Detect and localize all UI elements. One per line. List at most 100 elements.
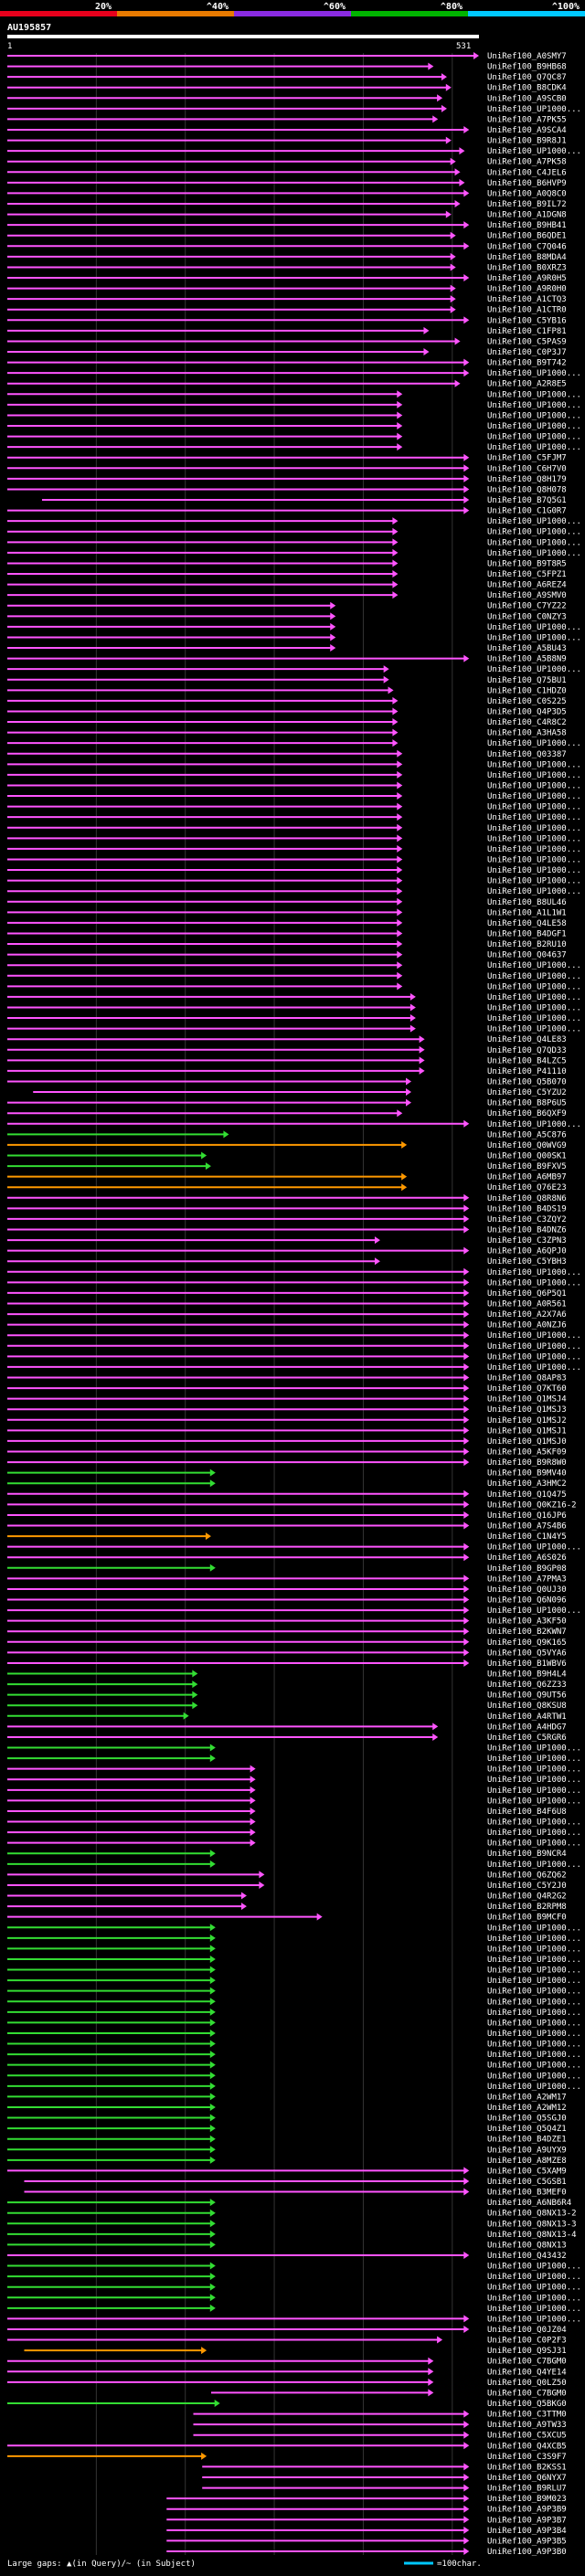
- hit-row[interactable]: UniRef100_B4LZC5: [7, 1056, 567, 1065]
- hit-label[interactable]: UniRef100_UP1000...: [487, 538, 581, 547]
- hit-label[interactable]: UniRef100_Q1Q475: [487, 1490, 567, 1500]
- hit-label[interactable]: UniRef100_C0S225: [487, 697, 567, 706]
- hit-label[interactable]: UniRef100_UP1000...: [487, 982, 581, 991]
- hit-label[interactable]: UniRef100_B9MV40: [487, 1469, 567, 1479]
- hit-row[interactable]: UniRef100_Q75BU1: [7, 675, 567, 685]
- hit-row[interactable]: UniRef100_B1WBV6: [7, 1659, 567, 1669]
- hit-label[interactable]: UniRef100_Q0UJ30: [487, 1585, 567, 1595]
- hit-row[interactable]: UniRef100_Q43432: [7, 2251, 567, 2261]
- hit-row[interactable]: UniRef100_UP1000...: [7, 813, 581, 822]
- hit-label[interactable]: UniRef100_A6REZ4: [487, 581, 567, 590]
- hit-label[interactable]: UniRef100_Q8H179: [487, 475, 567, 484]
- hit-label[interactable]: UniRef100_A7PMA3: [487, 1574, 567, 1584]
- hit-label[interactable]: UniRef100_A7PK55: [487, 115, 567, 124]
- hit-label[interactable]: UniRef100_A9SCA4: [487, 126, 567, 135]
- hit-row[interactable]: UniRef100_A2WM17: [7, 2093, 567, 2102]
- hit-row[interactable]: UniRef100_C5YBH3: [7, 1257, 567, 1267]
- hit-label[interactable]: UniRef100_Q75BU1: [487, 676, 567, 685]
- hit-row[interactable]: UniRef100_UP1000...: [7, 1966, 581, 1976]
- hit-row[interactable]: UniRef100_UP1000...: [7, 1744, 581, 1754]
- hit-label[interactable]: UniRef100_UP1000...: [487, 760, 581, 769]
- hit-label[interactable]: UniRef100_A9R0H0: [487, 285, 567, 294]
- hit-label[interactable]: UniRef100_B8P6U5: [487, 1099, 567, 1108]
- hit-row[interactable]: UniRef100_A0SMY7: [7, 52, 567, 61]
- hit-label[interactable]: UniRef100_UP1000...: [487, 2041, 581, 2050]
- hit-row[interactable]: UniRef100_UP1000...: [7, 2008, 581, 2018]
- hit-label[interactable]: UniRef100_B2KSS1: [487, 2463, 567, 2472]
- hit-row[interactable]: UniRef100_A9SMV0: [7, 591, 567, 600]
- hit-row[interactable]: UniRef100_Q7QC87: [7, 73, 567, 82]
- hit-label[interactable]: UniRef100_Q5SGJ0: [487, 2115, 567, 2124]
- hit-label[interactable]: UniRef100_B9T8R5: [487, 559, 567, 568]
- hit-label[interactable]: UniRef100_UP1000...: [487, 2273, 581, 2282]
- hit-label[interactable]: UniRef100_UP1000...: [487, 2315, 581, 2324]
- hit-label[interactable]: UniRef100_C3ZQY2: [487, 1215, 567, 1224]
- hit-label[interactable]: UniRef100_B6HVP9: [487, 179, 567, 188]
- hit-row[interactable]: UniRef100_UP1000...: [7, 2082, 581, 2092]
- hit-label[interactable]: UniRef100_B2KWN7: [487, 1627, 567, 1637]
- hit-label[interactable]: UniRef100_C5YZU2: [487, 1088, 567, 1097]
- hit-label[interactable]: UniRef100_UP1000...: [487, 1818, 581, 1828]
- hit-row[interactable]: UniRef100_B2KSS1: [202, 2463, 567, 2472]
- hit-label[interactable]: UniRef100_UP1000...: [487, 2083, 581, 2092]
- hit-label[interactable]: UniRef100_UP1000...: [487, 1977, 581, 1986]
- hit-label[interactable]: UniRef100_A5C876: [487, 1130, 567, 1140]
- hit-row[interactable]: UniRef100_UP1000...: [7, 1352, 581, 1362]
- hit-label[interactable]: UniRef100_Q4P3D5: [487, 707, 567, 716]
- hit-row[interactable]: UniRef100_C5FPZ1: [7, 570, 567, 579]
- hit-label[interactable]: UniRef100_A0NZJ6: [487, 1321, 567, 1330]
- hit-label[interactable]: UniRef100_Q0LZ50: [487, 2379, 567, 2388]
- hit-row[interactable]: UniRef100_UP1000...: [7, 517, 581, 526]
- hit-row[interactable]: UniRef100_UP1000...: [7, 1754, 581, 1764]
- hit-row[interactable]: UniRef100_UP1000...: [7, 834, 581, 843]
- hit-label[interactable]: UniRef100_A9P3B7: [487, 2516, 567, 2525]
- hit-row[interactable]: UniRef100_B9R8W0: [7, 1458, 567, 1468]
- hit-row[interactable]: UniRef100_UP1000...: [7, 443, 581, 452]
- hit-label[interactable]: UniRef100_UP1000...: [487, 1998, 581, 2007]
- hit-row[interactable]: UniRef100_B3MEF0: [24, 2188, 567, 2198]
- hit-row[interactable]: UniRef100_UP1000...: [7, 1860, 581, 1870]
- hit-row[interactable]: UniRef100_Q0LZ50: [7, 2378, 567, 2388]
- hit-label[interactable]: UniRef100_A5B8N9: [487, 655, 567, 664]
- hit-row[interactable]: UniRef100_Q04637: [7, 950, 567, 960]
- hit-label[interactable]: UniRef100_UP1000...: [487, 1839, 581, 1849]
- hit-row[interactable]: UniRef100_UP1000...: [7, 1839, 581, 1849]
- hit-label[interactable]: UniRef100_UP1000...: [487, 2284, 581, 2293]
- hit-row[interactable]: UniRef100_B2RU10: [7, 940, 567, 949]
- hit-row[interactable]: UniRef100_UP1000...: [7, 432, 581, 442]
- hit-label[interactable]: UniRef100_A7PK58: [487, 158, 567, 167]
- hit-row[interactable]: UniRef100_A6QPJ0: [7, 1246, 567, 1256]
- hit-label[interactable]: UniRef100_UP1000...: [487, 1352, 581, 1362]
- hit-row[interactable]: UniRef100_Q4LE83: [7, 1035, 567, 1044]
- hit-row[interactable]: UniRef100_B9R8J1: [7, 136, 567, 146]
- hit-label[interactable]: UniRef100_UP1000...: [487, 1754, 581, 1764]
- hit-label[interactable]: UniRef100_A4RTW1: [487, 1712, 567, 1722]
- hit-row[interactable]: UniRef100_B6QDE1: [7, 231, 567, 241]
- hit-label[interactable]: UniRef100_UP1000...: [487, 2305, 581, 2314]
- hit-row[interactable]: UniRef100_C7YZ22: [7, 601, 567, 611]
- hit-label[interactable]: UniRef100_A4HDG7: [487, 1723, 567, 1732]
- hit-row[interactable]: UniRef100_Q9UT56: [7, 1691, 567, 1701]
- hit-row[interactable]: UniRef100_UP1000...: [7, 971, 581, 981]
- hit-row[interactable]: UniRef100_Q8H078: [7, 485, 567, 494]
- hit-row[interactable]: UniRef100_C1FP81: [7, 326, 567, 336]
- hit-label[interactable]: UniRef100_UP1000...: [487, 1606, 581, 1616]
- hit-label[interactable]: UniRef100_B9H4L4: [487, 1670, 567, 1680]
- hit-label[interactable]: UniRef100_A6MB97: [487, 1173, 567, 1182]
- hit-label[interactable]: UniRef100_B9MCF0: [487, 1913, 567, 1923]
- hit-row[interactable]: UniRef100_Q8NX13-4: [7, 2230, 577, 2240]
- hit-row[interactable]: UniRef100_Q8KSU8: [7, 1701, 567, 1711]
- hit-label[interactable]: UniRef100_UP1000...: [487, 824, 581, 833]
- hit-label[interactable]: UniRef100_UP1000...: [487, 887, 581, 896]
- hit-row[interactable]: UniRef100_A2WM12: [7, 2103, 567, 2113]
- hit-row[interactable]: UniRef100_Q4XCB5: [7, 2442, 567, 2451]
- hit-row[interactable]: UniRef100_UP1000...: [7, 2294, 581, 2303]
- hit-label[interactable]: UniRef100_C7BGM0: [487, 2389, 567, 2398]
- hit-label[interactable]: UniRef100_Q03387: [487, 750, 567, 759]
- hit-label[interactable]: UniRef100_C7YZ22: [487, 602, 567, 611]
- hit-row[interactable]: UniRef100_C3S9F7: [7, 2452, 567, 2462]
- hit-label[interactable]: UniRef100_UP1000...: [487, 1278, 581, 1288]
- hit-label[interactable]: UniRef100_B9HB68: [487, 63, 567, 72]
- hit-row[interactable]: UniRef100_UP1000...: [7, 422, 581, 431]
- hit-row[interactable]: UniRef100_C0P2F3: [7, 2336, 567, 2346]
